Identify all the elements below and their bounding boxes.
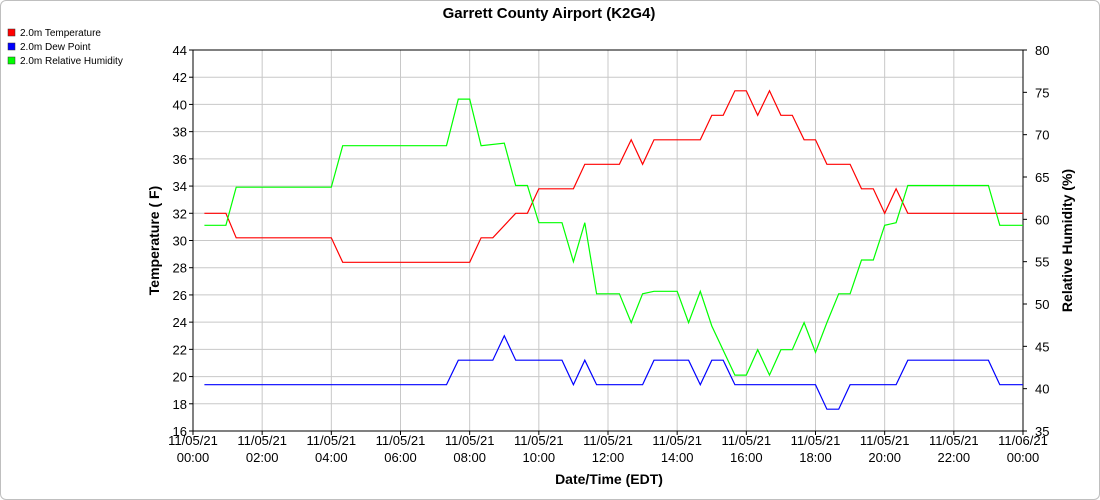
series-line-3: [204, 98, 1023, 377]
x-tick-date: 11/05/21: [929, 433, 979, 448]
left-tick-label: 28: [173, 261, 187, 276]
x-tick-date: 11/05/21: [860, 433, 910, 448]
x-tick-time: 00:00: [1007, 450, 1040, 465]
x-tick-date: 11/05/21: [652, 433, 702, 448]
y-axis-label-left: Temperature ( F): [146, 186, 162, 295]
legend-label: 2.0m Relative Humidity: [20, 56, 123, 67]
right-tick-label: 35: [1035, 424, 1049, 439]
x-axis-ticks: 11/05/21 00:00 11/05/21 02:00 11/05/21 04:00 1…: [168, 431, 1048, 465]
right-tick-label: 70: [1035, 128, 1049, 143]
series-layer: [204, 89, 1023, 410]
x-tick-time: 16:00: [730, 450, 763, 465]
x-tick-time: 18:00: [799, 450, 832, 465]
x-tick-time: 08:00: [453, 450, 486, 465]
right-tick-label: 60: [1035, 212, 1049, 227]
x-tick-time: 02:00: [246, 450, 279, 465]
right-tick-label: 55: [1035, 255, 1049, 270]
legend: 2.0m Temperature 2.0m Dew Point 2.0m Relat…: [7, 28, 123, 67]
left-tick-label: 18: [173, 397, 187, 412]
legend-swatch: [7, 42, 16, 51]
x-tick-date: 11/05/21: [307, 433, 357, 448]
grid: [192, 49, 1024, 432]
right-tick-label: 50: [1035, 297, 1049, 312]
chart-title: Garrett County Airport (K2G4): [443, 5, 656, 22]
left-tick-label: 34: [173, 179, 187, 194]
x-tick-date: 11/05/21: [791, 433, 841, 448]
series-line-2: [204, 334, 1023, 410]
left-axis-ticks: 16 18 20 22 24 26 28 30 32 34 36 38 40 42 44: [173, 43, 193, 439]
right-tick-label: 75: [1035, 85, 1049, 100]
x-tick-time: 04:00: [315, 450, 348, 465]
x-tick-time: 10:00: [523, 450, 556, 465]
left-tick-label: 36: [173, 152, 187, 167]
x-tick-date: 11/05/21: [514, 433, 564, 448]
right-tick-label: 80: [1035, 43, 1049, 58]
x-tick-date: 11/05/21: [237, 433, 287, 448]
legend-swatch: [7, 28, 16, 37]
left-tick-label: 30: [173, 234, 187, 249]
right-tick-label: 65: [1035, 170, 1049, 185]
x-tick-time: 06:00: [384, 450, 417, 465]
left-tick-label: 24: [173, 315, 187, 330]
right-tick-label: 40: [1035, 382, 1049, 397]
left-tick-label: 32: [173, 206, 187, 221]
x-tick-time: 12:00: [592, 450, 625, 465]
right-axis-ticks: 35 40 45 50 55 60 65 70 75 80: [1023, 43, 1049, 439]
legend-label: 2.0m Dew Point: [20, 42, 91, 53]
left-tick-label: 38: [173, 125, 187, 140]
x-axis-label: Date/Time (EDT): [555, 471, 663, 487]
x-tick-date: 11/05/21: [376, 433, 426, 448]
y-axis-label-right: Relative Humidity (%): [1059, 169, 1075, 312]
x-tick-time: 00:00: [177, 450, 210, 465]
x-tick-date: 11/05/21: [583, 433, 633, 448]
left-tick-label: 16: [173, 424, 187, 439]
x-tick-date: 11/05/21: [445, 433, 495, 448]
right-tick-label: 45: [1035, 339, 1049, 354]
x-tick-date: 11/05/21: [168, 433, 218, 448]
x-tick-time: 20:00: [868, 450, 901, 465]
x-tick-date: 11/06/21: [998, 433, 1048, 448]
legend-swatch: [7, 56, 16, 65]
left-tick-label: 40: [173, 97, 187, 112]
series-line-1: [204, 89, 1023, 263]
x-tick-time: 22:00: [938, 450, 971, 465]
x-tick-date: 11/05/21: [722, 433, 772, 448]
left-tick-label: 42: [173, 70, 187, 85]
x-tick-time: 14:00: [661, 450, 694, 465]
left-tick-label: 22: [173, 342, 187, 357]
left-tick-label: 26: [173, 288, 187, 303]
left-tick-label: 20: [173, 370, 187, 385]
left-tick-label: 44: [173, 43, 187, 58]
legend-label: 2.0m Temperature: [20, 28, 101, 39]
